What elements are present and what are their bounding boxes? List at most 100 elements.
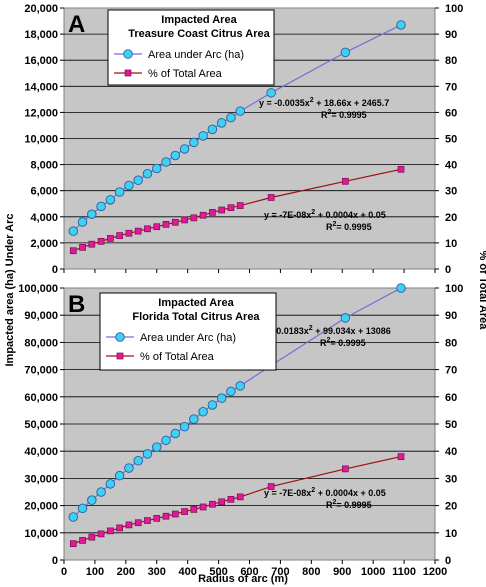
y-tick-label: 16,000 [24, 55, 58, 67]
data-point-percent [397, 165, 405, 173]
data-point-percent [79, 537, 86, 544]
y-tick-label: 2,000 [30, 238, 58, 250]
data-point-area [161, 157, 171, 167]
legend-entry: Area under Arc (ha) [148, 49, 244, 61]
equation-exponent: 2 [311, 209, 315, 216]
data-point-percent [125, 229, 133, 237]
equation-text: + 0.0004x + 0.05 [315, 210, 386, 220]
y-tick-label: 60,000 [24, 392, 58, 404]
data-point-percent [144, 517, 151, 524]
legend-entry: Area under Arc (ha) [140, 332, 236, 344]
r-squared-exponent: 2 [333, 499, 337, 506]
r-squared-symbol: R [321, 110, 328, 120]
r-squared-symbol: R [326, 500, 333, 510]
data-point-percent [218, 206, 226, 214]
data-point-percent [116, 232, 124, 239]
trendline-equation: y = -0.0035x2 + 18.66x + 2465.7 [259, 97, 389, 108]
data-point-area [207, 400, 218, 410]
data-point-area [235, 106, 245, 116]
data-point-percent [116, 524, 124, 532]
legend-subtitle: Florida Total Citrus Area [132, 311, 260, 323]
x-tick-label: 200 [117, 566, 135, 578]
data-point-percent [341, 465, 349, 473]
chart-panel-b: 0 10,000 20,000 30,000 40,000 50,000 60,000 70,… [18, 283, 463, 578]
series-line-area [72, 287, 402, 518]
y2-tick-label: 0 [445, 555, 451, 567]
data-point-area [77, 217, 88, 227]
y2-tick-label: 80 [445, 55, 457, 67]
data-point-percent [267, 483, 275, 490]
trendline-equation: y = -7E-08x2 + 0.0004x + 0.05 [264, 487, 386, 498]
legend-subtitle: Treasure Coast Citrus Area [128, 28, 270, 40]
r-squared-value: = 0.9995 [331, 110, 366, 120]
data-point-area [198, 407, 208, 417]
r-squared-exponent: 2 [333, 221, 337, 228]
y-tick-label: 10,000 [24, 528, 58, 540]
series-line-area [72, 24, 402, 232]
data-point-percent [397, 453, 405, 460]
equation-text: + 0.0004x + 0.05 [315, 488, 386, 498]
x-tick-label: 800 [302, 566, 320, 578]
equation-text: + 99.034x + 13086 [313, 326, 391, 336]
data-point-area [124, 463, 134, 473]
y-tick-label: 100,000 [18, 283, 58, 295]
r-squared-value: = 0.9995 [336, 500, 371, 510]
data-point-area [77, 503, 88, 514]
y-tick-label: 40,000 [24, 446, 58, 458]
x-tick-label: 300 [148, 566, 166, 578]
data-point-percent [227, 495, 235, 503]
data-point-percent [162, 221, 170, 228]
data-point-area [133, 455, 143, 466]
data-point-area [170, 150, 181, 161]
data-point-area [151, 442, 162, 452]
data-point-area [170, 428, 181, 439]
data-point-percent [153, 223, 161, 231]
x-tick-label: 600 [240, 566, 258, 578]
y2-tick-label: 70 [445, 81, 457, 93]
x-tick-label: 900 [333, 566, 351, 578]
data-point-percent [88, 533, 96, 541]
data-point-area [96, 487, 106, 497]
equation-text: y = -7E-08x [264, 488, 311, 498]
y2-tick-label: 70 [445, 365, 457, 377]
y-tick-label: 4,000 [30, 212, 58, 224]
data-point-area [266, 88, 276, 98]
legend-title: Impacted Area [158, 297, 234, 309]
y-tick-label: 6,000 [30, 186, 58, 198]
x-tick-label: 1200 [423, 566, 447, 578]
data-point-area [161, 435, 171, 446]
equation-text: + 18.66x + 2465.7 [314, 98, 390, 108]
y-tick-label: 10,000 [24, 134, 58, 146]
data-point-area [151, 163, 162, 174]
legend-marker-circle [123, 49, 133, 59]
data-point-percent [267, 194, 275, 201]
y-tick-label: 12,000 [24, 107, 58, 119]
data-point-area [216, 393, 227, 403]
r-squared-value: = 0.9995 [330, 338, 365, 348]
y2-tick-label: 90 [445, 29, 457, 41]
x-tick-label: 100 [86, 566, 104, 578]
data-point-area [96, 201, 106, 212]
data-point-percent [171, 218, 179, 226]
y-tick-label: 18,000 [24, 29, 58, 41]
data-point-percent [88, 240, 96, 248]
data-point-percent [227, 204, 235, 212]
data-point-percent [190, 214, 198, 222]
r-squared-exponent: 2 [327, 337, 331, 344]
legend-box [99, 292, 277, 371]
x-tick-label: 1000 [361, 566, 385, 578]
data-point-percent [69, 540, 77, 548]
x-tick-label: 0 [61, 566, 67, 578]
data-point-percent [107, 235, 114, 242]
data-point-percent [134, 519, 142, 527]
y-axis-right-label: % of Total Area [477, 251, 486, 331]
y2-tick-label: 60 [445, 107, 457, 119]
y2-tick-label: 40 [445, 160, 457, 172]
y-tick-label: 14,000 [24, 81, 58, 93]
r-squared-symbol: R [326, 222, 333, 232]
data-point-area [226, 386, 236, 397]
data-point-percent [97, 237, 105, 245]
data-point-area [105, 195, 116, 205]
trendline-equation: y = -0.0183x2 + 99.034x + 13086 [258, 325, 391, 336]
data-point-area [114, 187, 125, 197]
